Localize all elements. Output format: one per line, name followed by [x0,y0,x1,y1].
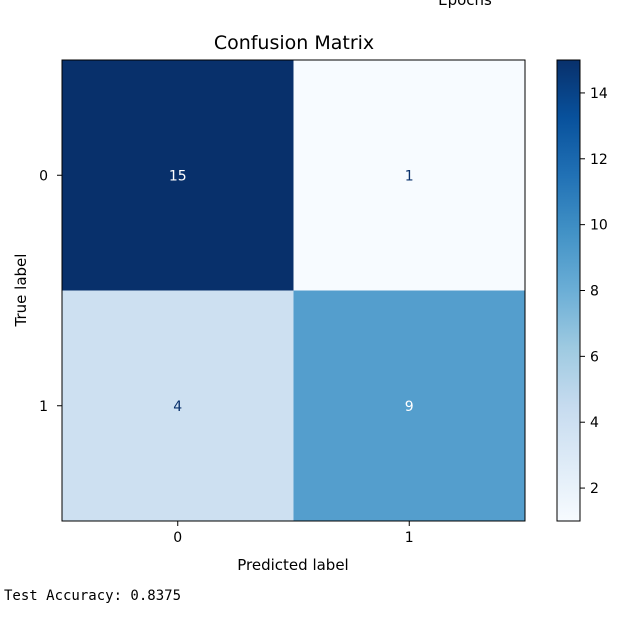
colorbar-tick-label: 10 [590,218,608,234]
y-tick-label: 0 [39,168,48,184]
cell-value-label: 1 [405,168,414,184]
plot-frame [61,59,526,522]
cell-value-label: 4 [173,399,182,415]
colorbar-tick-label: 12 [590,152,608,168]
heatmap-cell [293,60,525,291]
colorbar-tick-label: 8 [590,284,599,300]
test-accuracy-output: Test Accuracy: 0.8375 [4,588,182,604]
x-axis-label: Predicted label [237,556,348,574]
cell-value-labels: 15 1 4 9 [169,168,414,415]
colorbar-ticks: 2 4 6 8 10 12 14 [580,86,608,497]
chart-title: Confusion Matrix [214,32,374,54]
cell-value-label: 9 [405,399,414,415]
heatmap-cell [62,60,294,291]
heatmap-cell [62,290,294,521]
heatmap-cell [293,290,525,521]
y-axis-label: True label [12,254,30,328]
clipped-epochs-label: Epochs [438,0,492,9]
y-axis-ticks: 01 [39,168,62,415]
colorbar-tick-label: 2 [590,481,599,497]
y-tick-label: 1 [39,399,48,415]
x-tick-label: 1 [405,530,414,546]
cell-value-label: 15 [169,168,187,184]
heatmap-cells [62,60,525,521]
x-tick-label: 0 [173,530,182,546]
colorbar [556,59,581,522]
colorbar-tick-label: 14 [590,86,608,102]
colorbar-tick-label: 6 [590,349,599,365]
colorbar-tick-label: 4 [590,415,599,431]
